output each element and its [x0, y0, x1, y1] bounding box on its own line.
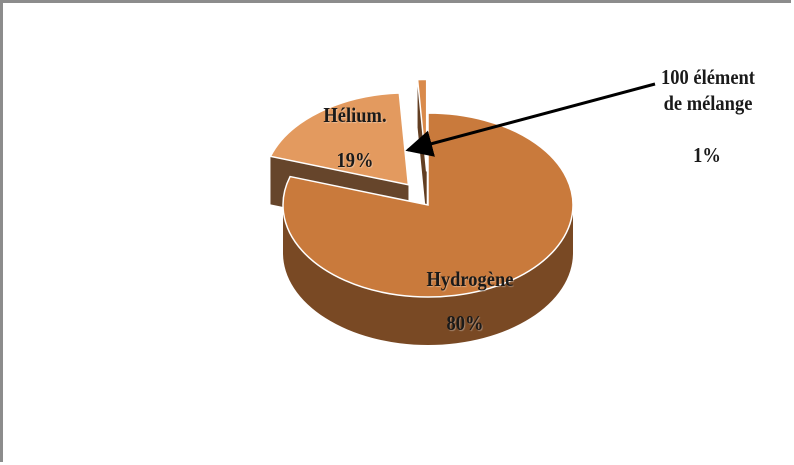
slice — [282, 112, 574, 298]
slice-value-label: 1% — [693, 143, 721, 167]
slice — [269, 92, 410, 186]
annotation-arrow — [405, 82, 656, 157]
slice-label: 100 élément de mélange — [661, 65, 755, 115]
slice-value-label: 19% — [336, 148, 374, 172]
slice-wall — [283, 205, 573, 345]
slice-label: Hydrogène — [426, 267, 514, 291]
slice-value-label: 80% — [446, 311, 484, 335]
slice-label: Hélium. — [323, 103, 387, 127]
